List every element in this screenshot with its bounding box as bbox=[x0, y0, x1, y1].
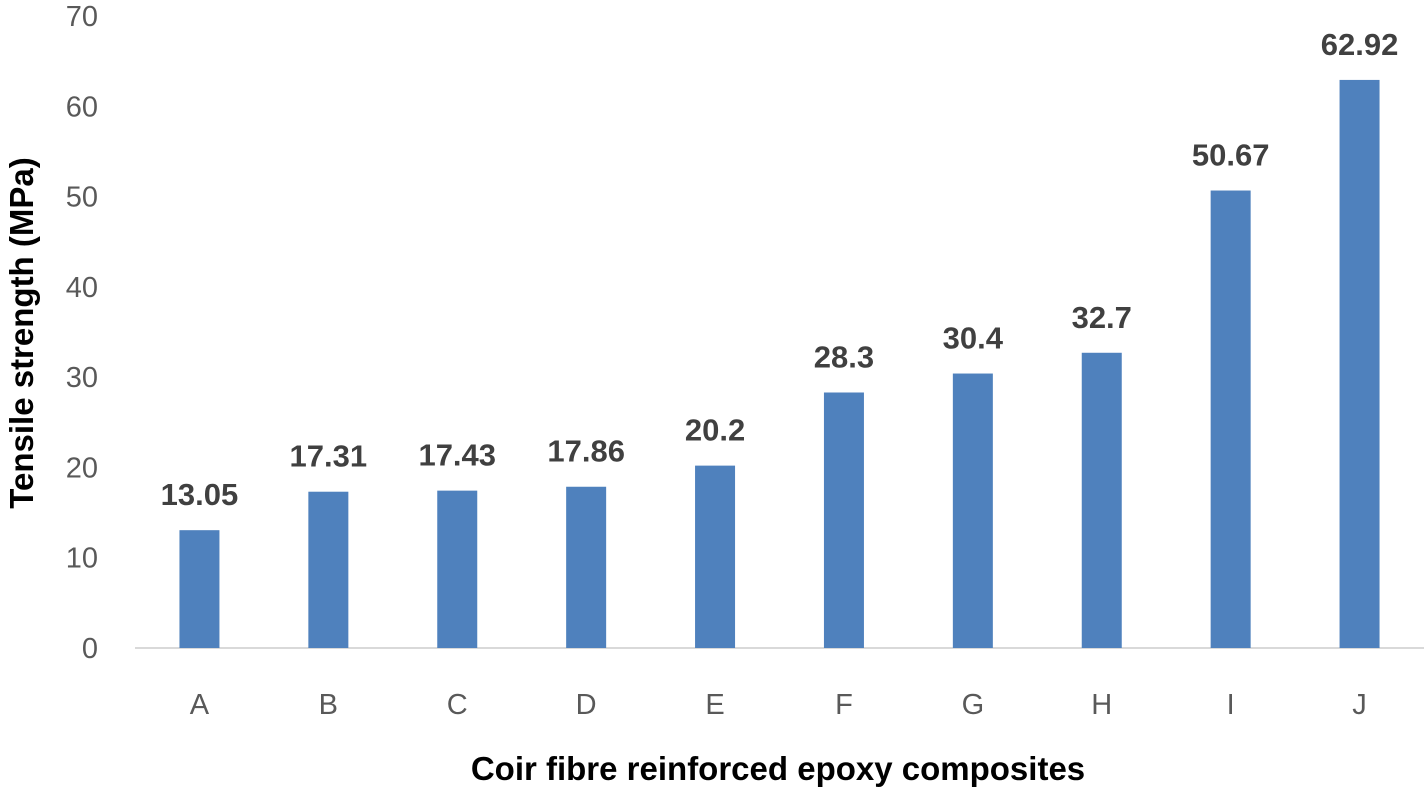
x-tick-label-c: C bbox=[447, 689, 468, 721]
data-label-c: 17.43 bbox=[418, 438, 496, 473]
x-tick-label-b: B bbox=[319, 689, 338, 721]
x-tick-label-d: D bbox=[576, 689, 597, 721]
bar-h bbox=[1081, 352, 1122, 648]
bar-f bbox=[823, 392, 864, 648]
x-tick-label-h: H bbox=[1091, 689, 1112, 721]
y-tick-label: 50 bbox=[66, 182, 98, 214]
data-label-g: 30.4 bbox=[943, 321, 1004, 356]
bar-g bbox=[952, 373, 993, 648]
x-tick-label-e: E bbox=[705, 689, 724, 721]
y-tick-label: 40 bbox=[66, 272, 98, 304]
y-axis-title: Tensile strength (MPa) bbox=[3, 157, 40, 508]
y-tick-label: 0 bbox=[82, 633, 98, 665]
x-tick-label-g: G bbox=[962, 689, 985, 721]
y-tick-label: 30 bbox=[66, 362, 98, 394]
y-tick-label: 60 bbox=[66, 91, 98, 123]
bar-c bbox=[437, 490, 478, 648]
data-label-b: 17.31 bbox=[290, 439, 368, 474]
x-axis-title: Coir fibre reinforced epoxy composites bbox=[471, 750, 1085, 787]
data-label-j: 62.92 bbox=[1321, 27, 1399, 62]
bar-d bbox=[566, 486, 607, 648]
x-tick-label-i: I bbox=[1227, 689, 1235, 721]
data-label-f: 28.3 bbox=[814, 339, 874, 374]
x-tick-label-f: F bbox=[835, 689, 853, 721]
x-tick-label-a: A bbox=[190, 689, 210, 721]
data-label-h: 32.7 bbox=[1072, 300, 1132, 335]
y-tick-label: 20 bbox=[66, 452, 98, 484]
y-tick-label: 70 bbox=[66, 1, 98, 33]
x-axis-ticks: A B C D E F G H I J bbox=[190, 689, 1367, 721]
bar-b bbox=[308, 491, 349, 648]
bar-i bbox=[1210, 190, 1251, 649]
data-label-i: 50.67 bbox=[1192, 138, 1270, 173]
data-labels: 13.05 17.31 17.43 17.86 20.2 28.3 30.4 32.7 50.6… bbox=[161, 27, 1399, 512]
data-label-a: 13.05 bbox=[161, 477, 239, 512]
data-label-e: 20.2 bbox=[685, 413, 745, 448]
y-tick-label: 10 bbox=[66, 543, 98, 575]
bar-e bbox=[695, 465, 736, 648]
bar-j bbox=[1339, 79, 1380, 648]
x-tick-label-j: J bbox=[1352, 689, 1367, 721]
y-axis-ticks: 0 10 20 30 40 50 60 70 bbox=[66, 1, 98, 665]
bars bbox=[179, 79, 1380, 649]
data-label-d: 17.86 bbox=[547, 434, 625, 469]
bar-a bbox=[179, 530, 220, 648]
